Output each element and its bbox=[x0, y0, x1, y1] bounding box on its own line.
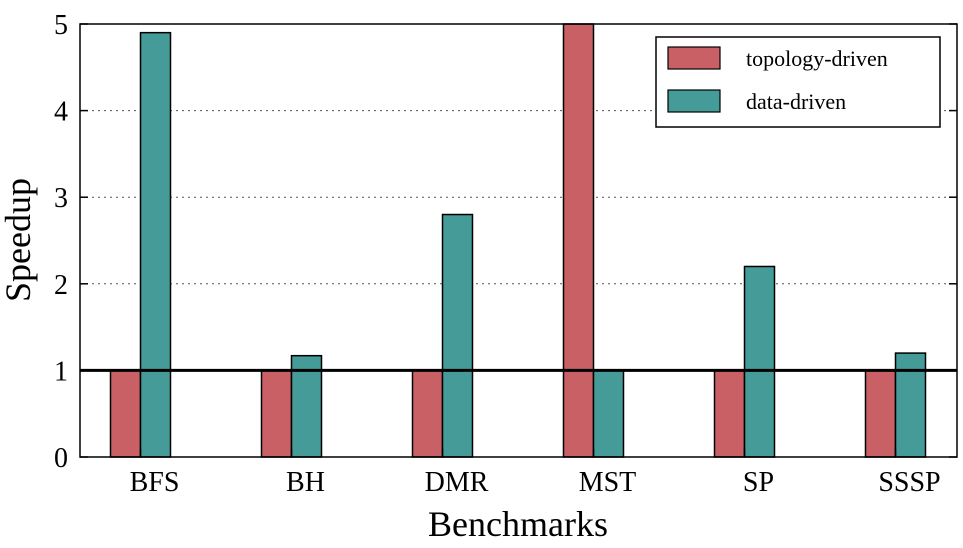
x-axis-title: Benchmarks bbox=[428, 504, 608, 544]
x-tick-label: SSSP bbox=[878, 467, 940, 498]
y-tick-label: 1 bbox=[54, 356, 68, 387]
bar-topology-driven-dmr bbox=[411, 369, 444, 458]
y-tick-label: 0 bbox=[54, 443, 68, 474]
legend-swatch-topology-driven bbox=[667, 46, 721, 70]
y-tick-label: 5 bbox=[54, 10, 68, 41]
bar-topology-driven-bh bbox=[260, 369, 293, 458]
bar-data-driven-bfs bbox=[139, 31, 172, 458]
legend-label-topology-driven: topology-driven bbox=[746, 46, 888, 71]
bar-data-driven-mst bbox=[592, 369, 625, 458]
x-tick-label: BH bbox=[286, 467, 325, 498]
bar-data-driven-dmr bbox=[441, 213, 474, 458]
bar-topology-driven-bfs bbox=[109, 369, 142, 458]
y-tick-label: 4 bbox=[54, 97, 68, 128]
y-tick-label: 3 bbox=[54, 183, 68, 214]
y-axis: 0 1 2 3 4 5 bbox=[54, 10, 957, 474]
y-tick-label: 2 bbox=[54, 270, 68, 301]
bar-data-driven-sssp bbox=[894, 352, 927, 458]
x-tick-label: SP bbox=[743, 467, 774, 498]
bar-topology-driven-sssp bbox=[864, 369, 897, 458]
legend: topology-driven data-driven bbox=[655, 36, 941, 128]
bar-topology-driven-sp bbox=[713, 369, 746, 458]
legend-label-data-driven: data-driven bbox=[746, 89, 846, 114]
bars bbox=[109, 23, 927, 458]
y-axis-title: Speedup bbox=[0, 178, 38, 302]
x-tick-label: BFS bbox=[130, 467, 180, 498]
x-axis: BFS BH DMR MST SP SSSP bbox=[130, 449, 941, 498]
bar-topology-driven-mst bbox=[562, 23, 595, 458]
legend-swatch-data-driven bbox=[667, 89, 721, 113]
plot-frame bbox=[79, 23, 958, 458]
bar-data-driven-sp bbox=[743, 265, 776, 458]
x-tick-label: MST bbox=[579, 467, 637, 498]
x-tick-label: DMR bbox=[425, 467, 489, 498]
